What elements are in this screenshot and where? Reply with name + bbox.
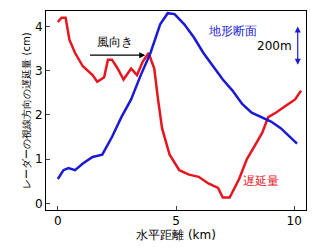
svg-text:1: 1 bbox=[35, 152, 43, 166]
svg-text:地形断面: 地形断面 bbox=[208, 24, 257, 38]
svg-text:200m: 200m bbox=[257, 39, 292, 53]
svg-text:風向き: 風向き bbox=[97, 35, 133, 49]
svg-text:5: 5 bbox=[172, 214, 180, 228]
svg-text:4: 4 bbox=[35, 20, 43, 34]
svg-text:レーダーの視線方向の遅延量 (cm): レーダーの視線方向の遅延量 (cm) bbox=[21, 32, 32, 188]
svg-text:10: 10 bbox=[287, 214, 302, 228]
svg-text:2: 2 bbox=[35, 108, 43, 122]
svg-text:0: 0 bbox=[54, 214, 62, 228]
svg-text:水平距離 (km): 水平距離 (km) bbox=[136, 228, 216, 242]
svg-text:3: 3 bbox=[35, 64, 43, 78]
svg-text:0: 0 bbox=[35, 197, 43, 211]
svg-text:遅延量: 遅延量 bbox=[243, 174, 279, 188]
